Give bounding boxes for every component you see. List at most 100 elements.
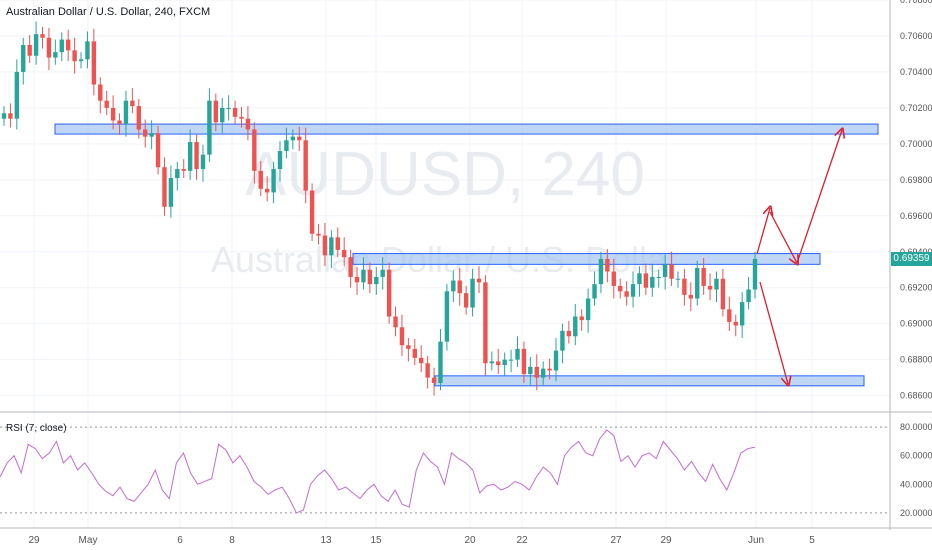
- price-tick-label: 0.69800: [900, 175, 932, 185]
- price-tick-label: 0.70600: [900, 31, 932, 41]
- candle-body: [284, 140, 289, 152]
- projection-arrows: [756, 130, 842, 384]
- candle-body: [277, 151, 283, 170]
- candle-body: [130, 100, 135, 107]
- rsi-tick-label: 60.0000: [900, 451, 932, 461]
- time-tick-label: 15: [370, 535, 382, 546]
- candle-body: [528, 366, 533, 375]
- zone-mid: [352, 253, 821, 265]
- time-tick-label: Jun: [748, 535, 764, 546]
- time-tick-label: 6: [177, 535, 183, 546]
- time-tick-label: 29: [28, 535, 40, 546]
- candle-body: [303, 140, 308, 191]
- arrow-up-1: [756, 208, 770, 255]
- price-tick-label: 0.69400: [900, 247, 932, 257]
- candle-body: [207, 100, 212, 155]
- candle-body: [560, 330, 565, 351]
- candle-body: [175, 169, 180, 179]
- candle-body: [399, 327, 405, 346]
- candle-body: [585, 298, 591, 321]
- zone-support: [434, 375, 865, 387]
- candle-body: [547, 368, 552, 371]
- candle-body: [354, 276, 360, 283]
- candle-body: [168, 178, 174, 207]
- candle-body: [662, 264, 668, 277]
- candle-body: [136, 106, 141, 130]
- zone-rectangles: [54, 123, 879, 387]
- arrow-down-2: [759, 281, 788, 384]
- candle-body: [746, 289, 751, 303]
- rsi-tick-label: 80.0000: [900, 422, 932, 432]
- candle-body: [59, 39, 64, 53]
- price-tick-label: 0.69000: [900, 319, 932, 329]
- candle-body: [123, 100, 129, 125]
- candle-body: [624, 291, 629, 297]
- candle-body: [27, 44, 32, 56]
- candle-body: [739, 302, 745, 326]
- candle-body: [98, 84, 103, 101]
- candle-body: [40, 34, 45, 38]
- candle-body: [1, 113, 7, 119]
- candle-body: [393, 316, 398, 328]
- rsi-tick-label: 40.0000: [900, 479, 932, 489]
- candle-body: [534, 366, 539, 378]
- candle-body: [406, 345, 411, 349]
- candle-body: [14, 71, 20, 119]
- candle-body: [143, 129, 148, 137]
- candle-body: [720, 278, 726, 310]
- price-tick-label: 0.68800: [900, 355, 932, 365]
- candle-body: [573, 316, 578, 337]
- candle-body: [181, 169, 186, 171]
- candle-body: [451, 280, 456, 292]
- candle-body: [425, 363, 430, 378]
- candle-body: [239, 116, 244, 119]
- candle-body: [727, 309, 732, 322]
- candle-body: [643, 273, 649, 288]
- candle-body: [553, 350, 559, 371]
- candle-body: [8, 113, 13, 119]
- rsi-pane: [0, 426, 890, 514]
- candle-body: [149, 133, 154, 137]
- rsi-title: RSI (7, close): [6, 423, 67, 434]
- price-tick-label: 0.70000: [900, 139, 932, 149]
- candle-body: [675, 278, 681, 280]
- candle-body: [290, 136, 296, 141]
- arrow-up-2: [796, 130, 842, 264]
- candle-body: [187, 142, 193, 171]
- candle-body: [476, 278, 482, 283]
- candle-body: [733, 321, 738, 326]
- candle-body: [412, 348, 418, 358]
- candle-body: [226, 107, 231, 109]
- candle-body: [341, 249, 347, 258]
- candle-body: [213, 100, 219, 123]
- candle-body: [695, 267, 700, 299]
- candle-body: [271, 169, 276, 193]
- zone-resistance: [54, 123, 879, 135]
- candle-body: [483, 282, 488, 364]
- candle-body: [579, 316, 584, 321]
- candle-body: [348, 257, 353, 277]
- candle-body: [252, 129, 257, 171]
- candle-body: [656, 276, 661, 278]
- candle-body: [669, 264, 674, 279]
- time-tick-label: May: [79, 535, 98, 546]
- candle-body: [752, 258, 758, 290]
- candle-body: [65, 39, 71, 51]
- candle-body: [329, 237, 334, 256]
- candle-body: [367, 269, 373, 285]
- candle-body: [220, 107, 225, 123]
- candle-body: [438, 341, 443, 384]
- candle-body: [91, 41, 97, 85]
- candle-body: [707, 285, 713, 290]
- candle-body: [630, 284, 636, 297]
- candle-body: [245, 118, 251, 130]
- price-tick-label: 0.70800: [900, 0, 932, 5]
- candle-body: [155, 133, 161, 168]
- candle-series: [1, 21, 758, 396]
- candle-body: [72, 50, 77, 62]
- candle-body: [592, 284, 597, 299]
- candle-body: [335, 237, 340, 250]
- candle-body: [361, 269, 366, 283]
- candle-body: [316, 233, 321, 236]
